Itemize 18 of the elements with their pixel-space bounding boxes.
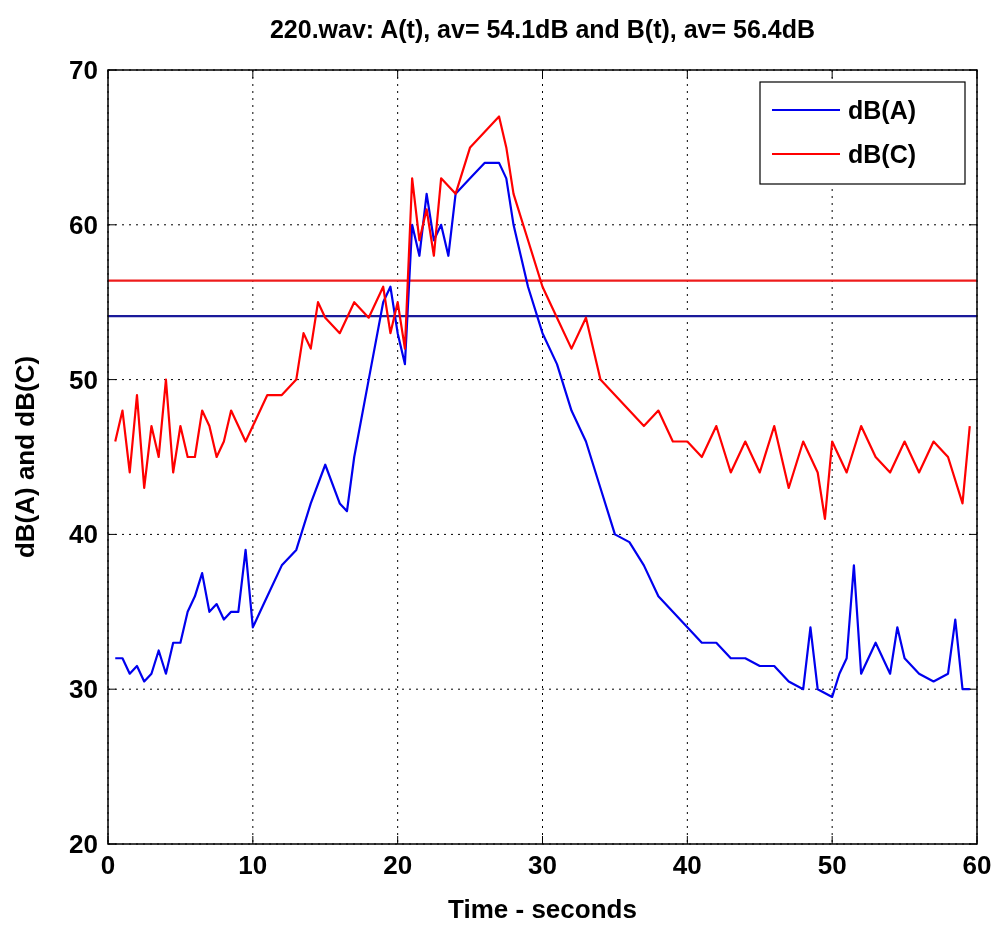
x-tick-label: 60 bbox=[962, 850, 992, 880]
x-tick-label: 0 bbox=[100, 850, 116, 880]
y-axis-title: dB(A) and dB(C) bbox=[10, 355, 40, 559]
y-tick-label: 30 bbox=[69, 674, 98, 705]
y-tick-label: 40 bbox=[69, 519, 98, 550]
x-tick-label: 10 bbox=[238, 850, 268, 880]
x-tick-label: 50 bbox=[817, 850, 847, 880]
y-tick-label: 60 bbox=[69, 209, 98, 240]
x-axis-title: Time - seconds bbox=[448, 894, 637, 924]
y-tick-label: 20 bbox=[69, 829, 98, 859]
y-tick-label: 70 bbox=[69, 55, 98, 85]
x-tick-label: 20 bbox=[383, 850, 413, 880]
chart-title: 220.wav: A(t), av= 54.1dB and B(t), av= 56.4dB bbox=[269, 15, 816, 43]
x-tick-label: 40 bbox=[672, 850, 702, 880]
x-tick-label: 30 bbox=[528, 850, 557, 880]
legend-label: dB(A) bbox=[848, 96, 917, 124]
legend-label: dB(C) bbox=[848, 140, 917, 168]
y-tick-label: 50 bbox=[69, 364, 98, 395]
